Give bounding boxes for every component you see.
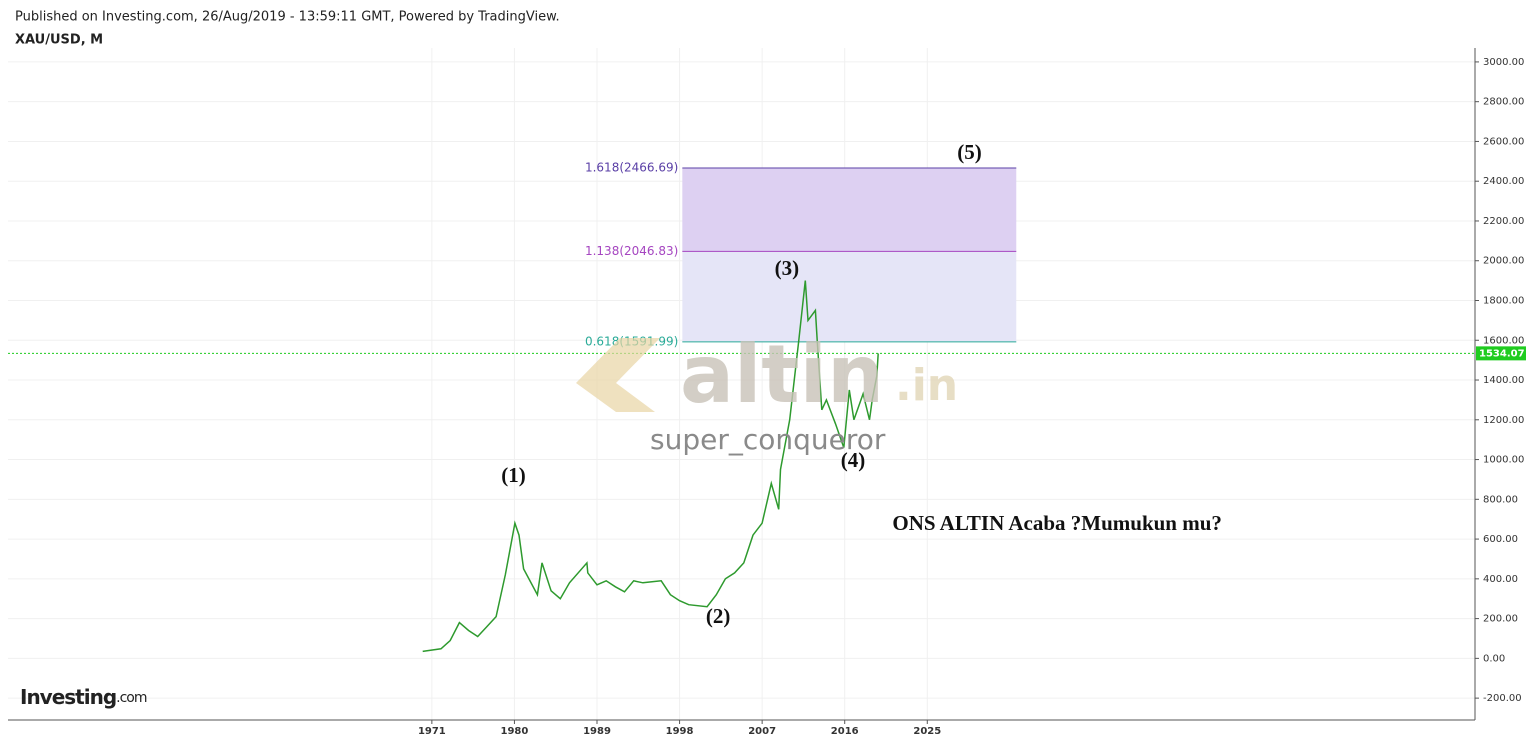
annotation: (3) (775, 256, 800, 280)
last-price-label: 1534.07 (1479, 348, 1525, 359)
watermark-brand: altin (680, 328, 884, 421)
y-tick-label: 2000.00 (1483, 256, 1524, 267)
y-tick-label: 1000.00 (1483, 455, 1524, 466)
fib-zone (682, 167, 1017, 252)
y-tick-label: 2600.00 (1483, 136, 1524, 147)
watermark-user: super_conqueror (650, 423, 886, 456)
y-tick-label: 600.00 (1483, 534, 1518, 545)
y-tick-label: 1400.00 (1483, 375, 1524, 386)
fib-zone (682, 251, 1017, 342)
watermark-brand-tld: .in (895, 360, 958, 411)
x-tick-label: 2016 (831, 726, 859, 737)
y-tick-label: 2200.00 (1483, 216, 1524, 227)
symbol: XAU/USD, M (15, 33, 103, 48)
x-tick-label: 2007 (748, 726, 776, 737)
y-tick-label: 1600.00 (1483, 335, 1524, 346)
annotation: (5) (957, 140, 982, 164)
last-price-box (1476, 346, 1526, 361)
x-tick-label: 1989 (583, 726, 611, 737)
annotation: ONS ALTIN Acaba ?Mumukun mu? (892, 511, 1222, 535)
y-tick-label: 1200.00 (1483, 415, 1524, 426)
y-tick-label: 2800.00 (1483, 97, 1524, 108)
logo: Investing.com (20, 685, 147, 709)
y-tick-label: 400.00 (1483, 574, 1518, 585)
plot: 3000.00 2800.00 2600.00 2400.00 2200.00 2000.… (8, 48, 1526, 737)
x-tick-label: 2025 (913, 726, 941, 737)
logo-main: Investing (20, 685, 116, 709)
annotation: (2) (706, 604, 731, 628)
x-tick-label: 1971 (418, 726, 446, 737)
fib-label: 1.138(2046.83) (585, 244, 678, 258)
y-tick-label: 800.00 (1483, 494, 1518, 505)
x-tick-label: 1980 (501, 726, 529, 737)
y-tick-label: 0.00 (1483, 653, 1505, 664)
y-tick-label: 200.00 (1483, 614, 1518, 625)
watermark-logo (576, 338, 660, 412)
fib-label: 1.618(2466.69) (585, 160, 678, 174)
y-tick-label: -200.00 (1483, 693, 1522, 704)
logo-tld: .com (116, 690, 147, 706)
published-note: Published on Investing.com, 26/Aug/2019 … (15, 10, 560, 25)
x-tick-label: 1998 (666, 726, 694, 737)
annotation: (4) (841, 448, 866, 472)
price-line (422, 280, 879, 653)
y-tick-label: 3000.00 (1483, 57, 1524, 68)
annotation: (1) (501, 463, 526, 487)
y-tick-label: 2400.00 (1483, 176, 1524, 187)
y-tick-label: 1800.00 (1483, 295, 1524, 306)
